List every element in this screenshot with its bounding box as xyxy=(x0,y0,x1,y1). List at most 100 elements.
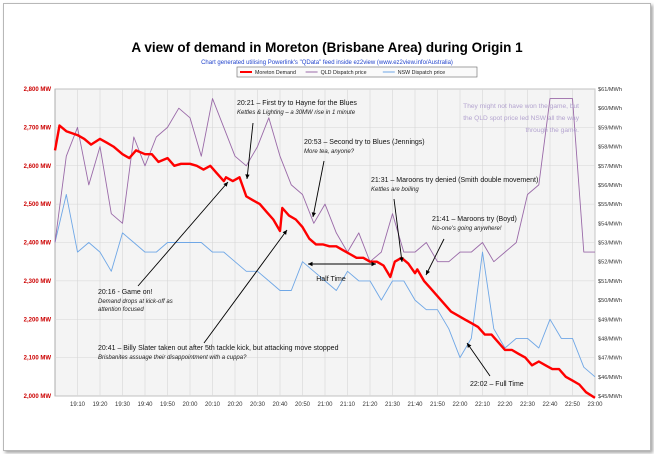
annotations: 20:16 - Game on! Demand drops at kick-off… xyxy=(98,100,580,388)
y-right-tick-label: $56/MWh xyxy=(598,183,622,189)
annotation-game-on-line: Demand drops at kick-off as xyxy=(98,299,173,305)
annotation-slater-title: 20:41 – Billy Slater taken out after 5th… xyxy=(98,345,339,352)
y-right-tick-label: $55/MWh xyxy=(598,202,622,208)
x-tick-label: 22:00 xyxy=(452,402,468,408)
chart-legend: Moreton Demand QLD Dispatch price NSW Disp… xyxy=(236,66,478,78)
legend-label-moreton-demand: Moreton Demand xyxy=(255,70,296,76)
x-tick-label: 19:20 xyxy=(92,402,108,408)
legend-label-nsw-dispatch-price: NSW Dispatch price xyxy=(398,70,445,76)
annotation-first-try-title: 20:21 – First try to Hayne for the Blues xyxy=(237,100,357,107)
arrow-slater-shaft xyxy=(203,229,288,344)
y-left-tick-label: 2,800 MW xyxy=(24,87,52,93)
chart-title: A view of demand in Moreton (Brisbane Ar… xyxy=(131,40,523,55)
annotation-boyd-try-line: No-one's going anywhere! xyxy=(432,226,502,232)
annotation-price-note-line: through the game. xyxy=(525,127,579,134)
y-right-tick-label: $54/MWh xyxy=(598,221,622,227)
y-right-tick-label: $47/MWh xyxy=(598,356,622,362)
chart-subtitle: Chart generated utilising Powerlink's "Q… xyxy=(201,60,453,66)
legend-label-qld-dispatch-price: QLD Dispatch price xyxy=(321,70,367,76)
x-tick-label: 22:10 xyxy=(475,402,491,408)
legend-box xyxy=(236,66,478,78)
y-left-tick-label: 2,600 MW xyxy=(24,164,52,170)
arrow-slater-head xyxy=(282,230,287,235)
y-left-tick-label: 2,300 MW xyxy=(24,279,52,285)
arrow-full-time-shaft xyxy=(466,342,491,377)
annotation-second-try-title: 20:53 – Second try to Blues (Jennings) xyxy=(304,139,425,146)
y-right-tick-label: $59/MWh xyxy=(598,125,622,131)
arrow-boyd-try-head xyxy=(426,270,430,275)
y-right-tick-label: $53/MWh xyxy=(598,241,622,247)
left-axis-ticks: 2,000 MW 2,100 MW 2,200 MW 2,300 MW 2,400 MW… xyxy=(24,87,52,400)
x-tick-label: 20:10 xyxy=(205,402,221,408)
y-right-tick-label: $48/MWh xyxy=(598,336,622,342)
y-right-tick-label: $52/MWh xyxy=(598,260,622,266)
y-right-tick-label: $51/MWh xyxy=(598,279,622,285)
arrow-game-on-head xyxy=(223,182,228,187)
arrow-try-denied-head xyxy=(399,257,404,262)
y-left-tick-label: 2,200 MW xyxy=(24,317,52,323)
annotation-slater-line: Brisbanites assuage their disappointment… xyxy=(98,355,247,361)
series-lines xyxy=(53,98,596,399)
y-right-tick-label: $60/MWh xyxy=(598,106,622,112)
x-tick-label: 19:30 xyxy=(115,402,131,408)
x-tick-label: 21:50 xyxy=(430,402,446,408)
y-left-tick-label: 2,500 MW xyxy=(24,202,52,208)
x-tick-label: 20:50 xyxy=(295,402,311,408)
annotation-boyd-try-title: 21:41 – Maroons try (Boyd) xyxy=(432,216,517,223)
x-tick-label: 22:50 xyxy=(565,402,581,408)
y-left-tick-label: 2,000 MW xyxy=(24,394,52,400)
x-tick-label: 21:10 xyxy=(340,402,356,408)
x-tick-label: 19:40 xyxy=(137,402,153,408)
annotation-second-try-line: More tea, anyone? xyxy=(304,149,355,155)
annotation-try-denied-title: 21:31 – Maroons try denied (Smith double… xyxy=(371,177,538,184)
x-tick-label: 21:30 xyxy=(385,402,401,408)
series-line-qld-dispatch-price xyxy=(54,98,595,263)
x-tick-label: 20:30 xyxy=(250,402,266,408)
annotation-full-time-title: 22:02 – Full Time xyxy=(470,381,524,388)
arrow-boyd-try-shaft xyxy=(425,238,445,276)
y-right-tick-label: $50/MWh xyxy=(598,298,622,304)
arrow-first-try-head xyxy=(245,174,250,179)
x-tick-label: 22:40 xyxy=(542,402,558,408)
y-right-tick-label: $46/MWh xyxy=(598,375,622,381)
x-tick-label: 20:00 xyxy=(182,402,198,408)
y-right-tick-label: $58/MWh xyxy=(598,145,622,151)
chart-frame: A view of demand in Moreton (Brisbane Ar… xyxy=(3,3,651,451)
arrow-half-time-right-head xyxy=(371,261,376,267)
series-line-nsw-dispatch-price xyxy=(54,194,596,378)
x-tick-label: 22:20 xyxy=(497,402,513,408)
arrow-full-time-head xyxy=(467,343,472,348)
arrow-second-try-shaft xyxy=(312,160,325,218)
annotation-try-denied-line: Kettles are boiling xyxy=(371,187,419,193)
arrow-try-denied-shaft xyxy=(393,198,403,263)
annotation-game-on-title: 20:16 - Game on! xyxy=(98,289,153,296)
arrow-game-on-shaft xyxy=(137,181,229,287)
x-axis-ticks: 19:10 19:20 19:30 19:40 19:50 20:00 20:10 20:20… xyxy=(70,402,603,408)
arrow-first-try-shaft xyxy=(246,122,254,180)
x-tick-label: 21:40 xyxy=(407,402,423,408)
series-line-moreton-demand xyxy=(53,124,596,399)
y-left-tick-label: 2,400 MW xyxy=(24,241,52,247)
y-left-tick-label: 2,700 MW xyxy=(24,125,52,131)
x-tick-label: 21:20 xyxy=(362,402,378,408)
x-tick-label: 19:10 xyxy=(70,402,86,408)
demand-chart: A view of demand in Moreton (Brisbane Ar… xyxy=(24,40,622,408)
x-tick-label: 20:20 xyxy=(227,402,243,408)
annotation-price-note-line: the QLD spot price led NSW all the way xyxy=(463,115,580,122)
annotation-first-try-line: Kettles & Lighting – a 30MW rise in 1 mi… xyxy=(237,110,356,116)
x-tick-label: 23:00 xyxy=(587,402,603,408)
y-right-tick-label: $45/MWh xyxy=(598,394,622,400)
right-axis-ticks: $45/MWh $46/MWh $47/MWh $48/MWh $49/MWh $50/M… xyxy=(598,87,622,400)
y-right-tick-label: $49/MWh xyxy=(598,317,622,323)
arrow-half-time-left-head xyxy=(308,261,313,267)
y-right-tick-label: $61/MWh xyxy=(598,87,622,93)
x-tick-label: 20:40 xyxy=(272,402,288,408)
y-right-tick-label: $57/MWh xyxy=(598,164,622,170)
x-tick-label: 21:00 xyxy=(317,402,333,408)
y-left-tick-label: 2,100 MW xyxy=(24,356,52,362)
x-tick-label: 19:50 xyxy=(160,402,176,408)
x-tick-label: 22:30 xyxy=(520,402,536,408)
arrow-second-try-head xyxy=(311,212,316,217)
annotation-price-note-line: They might not have won the game, but xyxy=(463,103,579,110)
annotation-game-on-line: attention focused xyxy=(98,307,144,313)
